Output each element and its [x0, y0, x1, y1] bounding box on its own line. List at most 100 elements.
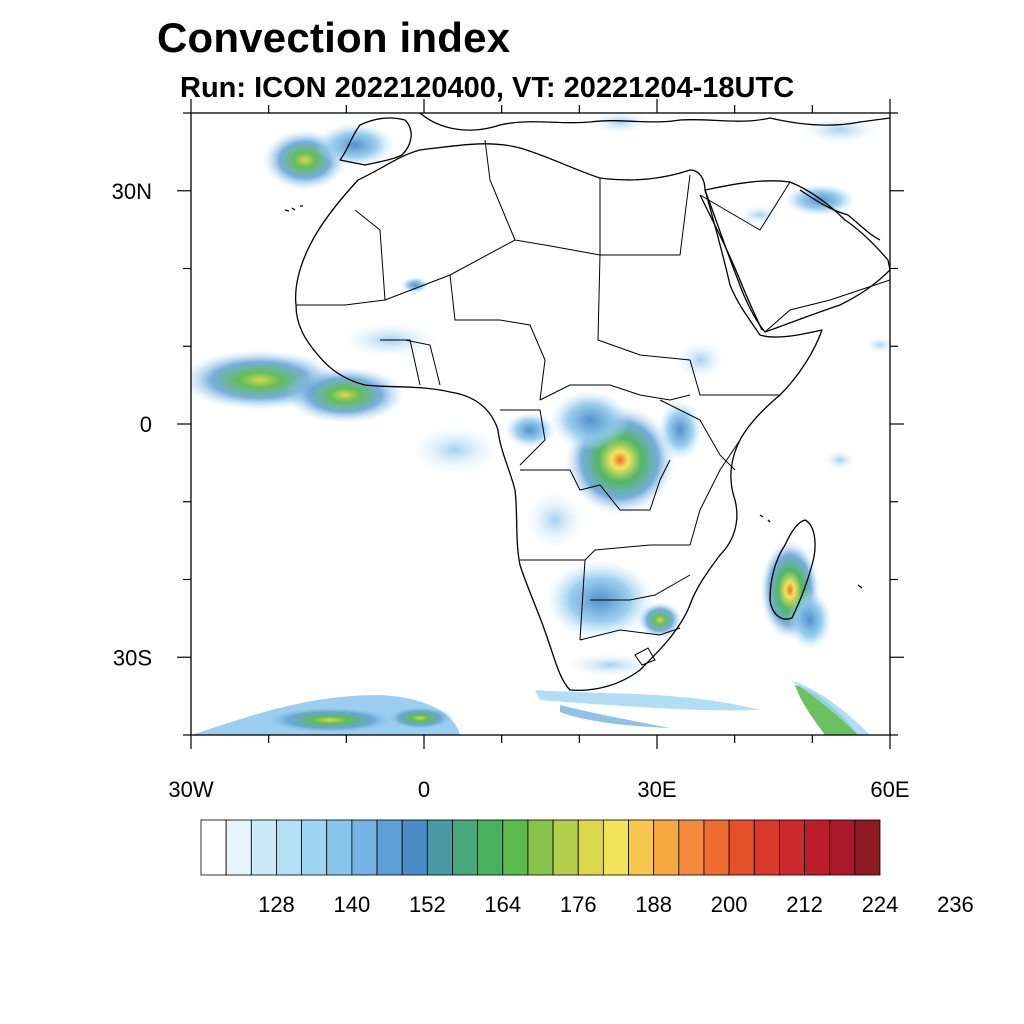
axis-tick-labels: 30W 0 30E 60E 30N 0 30S [112, 179, 910, 802]
madagascar-east-cells [788, 590, 832, 650]
colorbar-swatch [703, 819, 730, 876]
angola-zambia-border [520, 544, 690, 561]
egypt-sudan-border [597, 178, 691, 361]
colorbar-label: 188 [635, 892, 672, 917]
colorbar-swatch [829, 819, 856, 876]
highveld-cells [638, 602, 682, 638]
east-africa-borders [659, 399, 736, 471]
niger-chad-border [449, 274, 546, 401]
arabia-cells-west [738, 205, 782, 225]
persian-gulf-coast [799, 189, 881, 241]
mediterranean-cells [590, 113, 650, 134]
gulf-of-guinea-cells [285, 367, 405, 423]
colorbar-label: 164 [484, 892, 521, 917]
agulhas-band-south [560, 705, 670, 728]
cameroon-gabon-border [500, 409, 546, 466]
congo-cells-north [550, 390, 630, 450]
sahara-cell [401, 277, 429, 293]
colorbar-swatch [854, 819, 881, 876]
lon-tick-label: 0 [418, 777, 430, 802]
colorbar-swatch [602, 819, 629, 876]
colorbar-swatch [527, 819, 554, 876]
canary-islands [284, 205, 303, 212]
colorbar [200, 819, 881, 876]
mauritania-mali-border [296, 299, 386, 306]
lon-tick-label: 30W [168, 777, 213, 802]
colorbar-swatch [728, 819, 755, 876]
chart-subtitle: Run: ICON 2022120400, VT: 20221204-18UTC [180, 72, 795, 104]
mediterranean-north-coast [419, 113, 890, 131]
colorbar-label: 212 [786, 892, 823, 917]
colorbar-swatch [678, 819, 705, 876]
namibia-botswana-border [579, 559, 691, 641]
chart-title: Convection index [157, 14, 511, 61]
indian-ocean-band [795, 685, 858, 735]
south-africa-border [579, 627, 681, 641]
axis-ticks [177, 99, 904, 749]
indian-ocean-cell [824, 450, 856, 470]
west-africa-borders [380, 339, 441, 386]
colorbar-swatch [426, 819, 453, 876]
lon-tick-label: 30E [637, 777, 676, 802]
gabon-cells [505, 412, 555, 448]
convection-field [191, 113, 890, 735]
algeria-libya-border [484, 139, 516, 241]
car-border [539, 384, 691, 401]
black-sea-cells [800, 116, 880, 144]
agulhas-band [535, 690, 760, 711]
colorbar-swatch [653, 819, 680, 876]
colorbar-label: 176 [560, 892, 597, 917]
colorbar-label: 140 [334, 892, 371, 917]
red-sea-coast [699, 194, 763, 331]
cape-cells [565, 653, 655, 677]
mauritius [857, 584, 863, 589]
colorbar-label: 236 [937, 892, 974, 917]
lat-tick-label: 30N [112, 179, 152, 204]
arabia-cells [784, 184, 856, 216]
comoros [759, 514, 771, 523]
levant-borders [699, 181, 791, 231]
south-atlantic-core [260, 706, 400, 734]
colorbar-swatch [200, 819, 227, 876]
colorbar-swatch [804, 819, 831, 876]
colorbar-swatch [351, 819, 378, 876]
great-lakes-cells [658, 400, 702, 460]
colorbar-swatch [276, 819, 302, 876]
colorbar-swatch [326, 819, 353, 876]
colorbar-swatch [577, 819, 604, 876]
colorbar-swatch [452, 819, 479, 876]
colorbar-swatch [628, 819, 655, 876]
ethiopia-kenya-border [689, 359, 780, 396]
lat-tick-label: 30S [113, 645, 152, 670]
colorbar-label: 200 [711, 892, 748, 917]
colorbar-swatch [250, 819, 277, 876]
tanzania-border [689, 439, 741, 546]
ethiopia-cells [675, 340, 725, 380]
colorbar-swatch [225, 819, 252, 876]
country-borders [296, 139, 890, 666]
colorbar-swatch [477, 819, 504, 876]
madagascar-coastline [769, 519, 816, 620]
colorbar-swatch [753, 819, 780, 876]
colorbar-label: 224 [862, 892, 899, 917]
indian-ocean-band-edge [790, 680, 870, 735]
europe-coastline [339, 117, 412, 166]
colorbar-swatch [401, 819, 428, 876]
colorbar-swatch [376, 819, 403, 876]
colorbar-labels: 128 140 152 164 176 188 200 212 224 236 [258, 892, 974, 917]
lesotho-border [634, 647, 656, 666]
lat-tick-label: 0 [140, 412, 152, 437]
iberia-cells [315, 123, 395, 167]
colorbar-swatch [502, 819, 529, 876]
colorbar-swatch [301, 819, 328, 876]
lon-tick-label: 60E [870, 777, 909, 802]
somali-coast-cell [866, 337, 890, 353]
angola-cells [525, 490, 585, 550]
colorbar-label: 152 [409, 892, 446, 917]
congo-angola-border [520, 459, 671, 511]
colorbar-swatch [779, 819, 805, 876]
colorbar-swatch [552, 819, 579, 876]
south-atlantic-core-east [385, 706, 455, 730]
colorbar-label: 128 [258, 892, 295, 917]
